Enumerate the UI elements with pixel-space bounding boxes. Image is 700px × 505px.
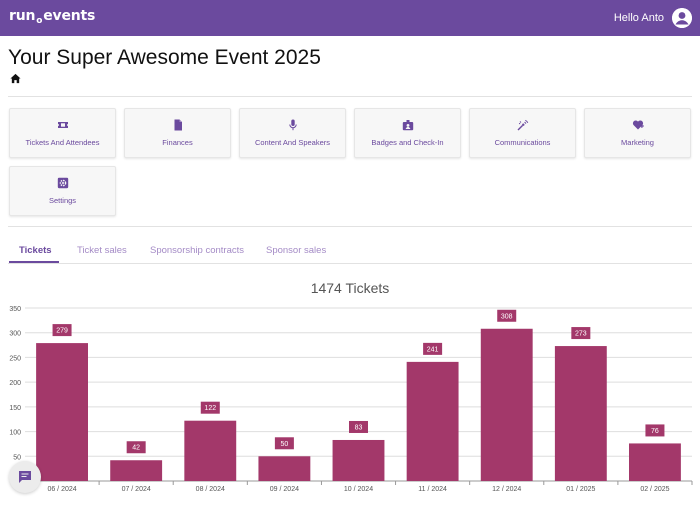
user-greeting: Hello Anto: [613, 12, 664, 24]
x-tick-label: 08 / 2024: [196, 486, 225, 493]
data-label-box: [571, 327, 591, 340]
document-icon: [174, 119, 182, 131]
page-title: Your Super Awesome Event 2025: [8, 46, 321, 69]
x-tick-label: 01 / 2025: [566, 486, 595, 493]
data-label: 76: [651, 428, 659, 435]
tab-tickets[interactable]: Tickets: [19, 245, 52, 256]
heart-plus-icon: [632, 120, 644, 130]
top-bar: runoevents Hello Anto: [0, 0, 700, 36]
data-label: 308: [501, 313, 513, 320]
tab-sponsorship-contracts[interactable]: Sponsorship contracts: [150, 245, 244, 256]
header-divider: [8, 96, 692, 97]
tabs-divider: [8, 263, 692, 264]
data-label: 42: [132, 445, 140, 452]
data-label: 83: [355, 424, 363, 431]
data-label-box: [423, 342, 443, 355]
x-tick-label: 07 / 2024: [122, 486, 151, 493]
tab-sponsor-sales[interactable]: Sponsor sales: [266, 245, 327, 256]
data-label: 273: [575, 331, 587, 338]
tile-label: Finances: [162, 138, 193, 147]
user-avatar-icon[interactable]: [672, 8, 692, 28]
bar[interactable]: [258, 456, 311, 481]
bar[interactable]: [332, 439, 385, 481]
y-tick-label: 300: [9, 331, 21, 338]
bar[interactable]: [36, 343, 88, 481]
y-tick-label: 250: [9, 355, 21, 362]
y-tick-label: 200: [9, 380, 21, 387]
x-tick-label: 06 / 2024: [47, 486, 76, 493]
y-tick-label: 150: [9, 405, 21, 412]
tile-label: Settings: [48, 196, 77, 205]
tile-settings[interactable]: Settings: [9, 166, 116, 216]
tab-ticket-sales[interactable]: Ticket sales: [77, 245, 127, 256]
tile-marketing[interactable]: Marketing: [584, 108, 691, 158]
data-label-box: [126, 441, 146, 454]
x-tick-label: 02 / 2025: [640, 486, 669, 493]
tile-label: Tickets And Attendees: [25, 138, 100, 147]
data-label-box: [274, 437, 294, 450]
data-label-box: [645, 424, 665, 437]
chat-icon: [19, 471, 31, 483]
tile-communications[interactable]: Communications: [469, 108, 576, 158]
data-label: 50: [280, 441, 288, 448]
ticket-chart: 50 100 150 200 250 300 350 279 06 / 2024 42 07 / 2…: [9, 306, 693, 493]
tile-finances[interactable]: Finances: [124, 108, 231, 158]
logo[interactable]: runoevents: [9, 8, 96, 26]
data-label: 122: [204, 405, 216, 412]
tile-label: Communications: [494, 138, 551, 147]
x-tick-label: 11 / 2024: [418, 486, 447, 493]
badge-icon: [402, 120, 413, 131]
y-tick-label: 50: [13, 454, 21, 461]
data-label-box: [349, 420, 368, 433]
bar[interactable]: [480, 328, 533, 481]
bar[interactable]: [406, 361, 459, 481]
bar[interactable]: [110, 460, 163, 481]
tile-badges-and-check-in[interactable]: Badges and Check-In: [354, 108, 461, 158]
bar[interactable]: [629, 443, 681, 481]
x-tick-label: 09 / 2024: [270, 486, 299, 493]
data-label: 279: [56, 328, 68, 335]
y-tick-label: 350: [9, 306, 21, 313]
chat-button[interactable]: [9, 461, 41, 493]
bar[interactable]: [184, 420, 237, 481]
ticket-icon: [57, 122, 68, 128]
tile-tickets-and-attendees[interactable]: Tickets And Attendees: [9, 108, 116, 158]
bar[interactable]: [554, 346, 607, 481]
data-label-box: [497, 309, 517, 322]
tile-content-and-speakers[interactable]: Content And Speakers: [239, 108, 346, 158]
active-tab-indicator: [9, 261, 59, 263]
settings-icon: [57, 177, 68, 189]
home-icon[interactable]: [10, 73, 21, 84]
broadcast-icon: [517, 119, 528, 131]
data-label-box: [200, 401, 220, 414]
microphone-icon: [288, 119, 297, 131]
chart-title: 1474 Tickets: [310, 280, 390, 296]
tile-label: Badges and Check-In: [371, 138, 444, 147]
data-label: 241: [427, 346, 439, 353]
x-tick-label: 12 / 2024: [492, 486, 521, 493]
tile-label: Marketing: [621, 138, 654, 147]
tile-label: Content And Speakers: [254, 138, 331, 147]
data-label-box: [52, 324, 72, 337]
tiles-divider: [8, 226, 692, 227]
x-tick-label: 10 / 2024: [344, 486, 373, 493]
y-tick-label: 100: [9, 430, 21, 437]
